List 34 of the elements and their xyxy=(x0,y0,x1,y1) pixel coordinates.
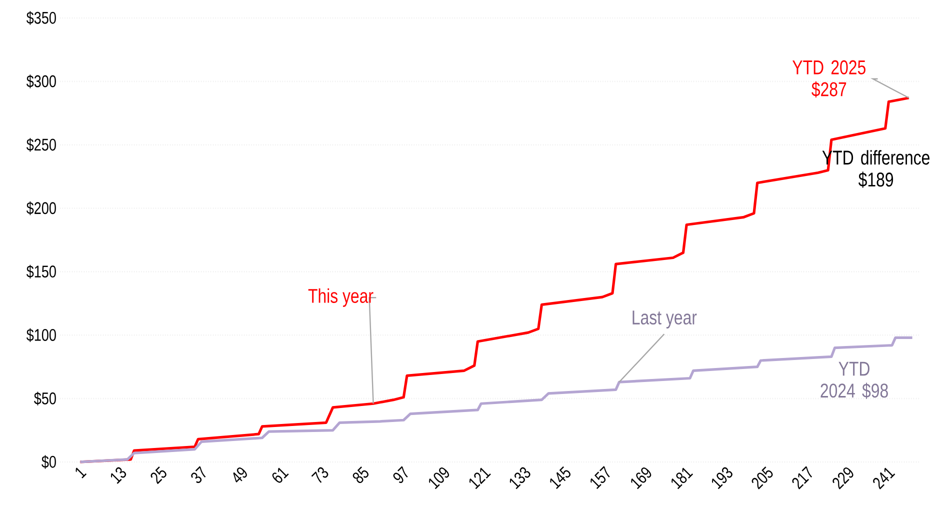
y-tick-label: $250 xyxy=(26,138,56,152)
y-tick-label: $0 xyxy=(42,455,56,469)
y-tick-label: $300 xyxy=(26,74,56,88)
x-tick-label: 157 xyxy=(590,466,610,490)
x-tick-label: 145 xyxy=(550,466,570,490)
x-tick-label: 49 xyxy=(233,467,247,482)
x-tick-label: 133 xyxy=(510,467,530,490)
annotation: YTD 2024 $98 xyxy=(820,362,888,399)
x-tick-label: 13 xyxy=(110,467,126,484)
x-tick-label: 37 xyxy=(191,466,206,484)
x-tick-label: 205 xyxy=(752,466,773,490)
x-tick-label: 109 xyxy=(429,467,450,490)
x-tick-label: 25 xyxy=(150,466,166,484)
line-series xyxy=(78,336,914,464)
text: Last year xyxy=(632,310,697,328)
x-tick-label: 61 xyxy=(272,468,289,483)
x-tick-label: 217 xyxy=(792,466,812,490)
x-tick-label: 241 xyxy=(873,468,896,490)
y-tick-label: $150 xyxy=(26,264,56,279)
x-tick-label: 121 xyxy=(469,468,491,490)
x-tick-label: 169 xyxy=(631,467,652,490)
text: This year xyxy=(308,288,374,307)
x-tick-label: 229 xyxy=(832,467,854,490)
x-tick-label: 85 xyxy=(352,466,368,484)
y-tick-label: $200 xyxy=(26,201,56,216)
x-tick-label: 97 xyxy=(393,466,408,484)
x-tick-label: 181 xyxy=(672,468,694,490)
x-tick-label: 1 xyxy=(76,468,87,478)
x-tick-label: 193 xyxy=(712,467,732,490)
y-tick-label: $350 xyxy=(26,11,56,25)
annotation: YTD 2025 $287 xyxy=(792,60,866,98)
x-tick-label: 73 xyxy=(311,467,328,483)
y-tick-label: $100 xyxy=(26,328,56,342)
y-tick-label: $50 xyxy=(34,392,56,406)
